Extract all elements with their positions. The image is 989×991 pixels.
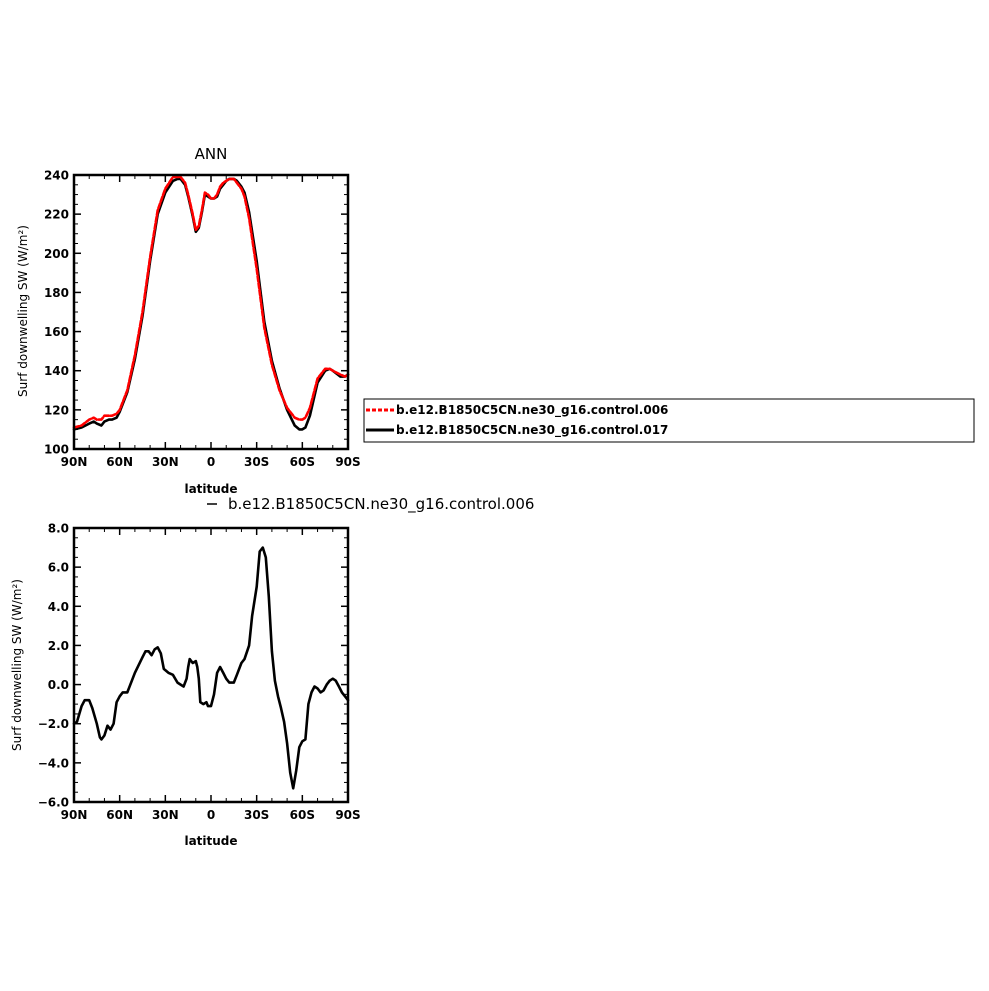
legend-label-017: b.e12.B1850C5CN.ne30_g16.control.017 (396, 423, 668, 438)
bottom-x-tick-label: 60S (290, 808, 315, 822)
top-y-tick-label: 200 (44, 247, 69, 261)
top-y-tick-label: 100 (44, 443, 69, 457)
top-x-tick-label: 90S (335, 455, 360, 469)
bottom-y-tick-label: 0.0 (48, 678, 69, 692)
top-x-tick-label: 60N (106, 455, 133, 469)
top-x-tick-label: 60S (290, 455, 315, 469)
top-series-group (72, 175, 350, 431)
bottom-y-tick-label: 6.0 (48, 561, 69, 575)
bottom-x-tick-label: 0 (207, 808, 215, 822)
bottom-x-tick-label: 90S (335, 808, 360, 822)
top-panel-title: ANN (195, 145, 228, 163)
top-x-tick-label: 90N (61, 455, 88, 469)
top-plot-frame (72, 173, 350, 451)
top-x-tick-label: 0 (207, 455, 215, 469)
top-y-tick-label: 180 (44, 286, 69, 300)
bottom-x-axis-label: latitude (184, 834, 237, 848)
top-x-tick-label: 30N (152, 455, 179, 469)
bottom-series-line-0 (72, 546, 350, 790)
bottom-y-tick-label: −6.0 (38, 796, 69, 810)
bottom-y-tick-label: 4.0 (48, 600, 69, 614)
top-y-tick-label: 140 (44, 364, 69, 378)
bottom-panel-title: b.e12.B1850C5CN.ne30_g16.control.006 (228, 495, 534, 514)
legend-box (363, 398, 975, 443)
bottom-x-tick-label: 90N (61, 808, 88, 822)
top-panel: ANN Surf downwelling SW (W/m²) latitude … (16, 145, 361, 496)
bottom-x-tick-label: 30N (152, 808, 179, 822)
top-y-tick-label: 160 (44, 325, 69, 339)
bottom-y-tick-label: 8.0 (48, 522, 69, 536)
top-series-line-1 (72, 177, 350, 431)
bottom-panel: b.e12.B1850C5CN.ne30_g16.control.006 Sur… (10, 495, 534, 848)
top-x-axis-label: latitude (184, 482, 237, 496)
bottom-x-tick-label: 60N (106, 808, 133, 822)
legend-label-006: b.e12.B1850C5CN.ne30_g16.control.006 (396, 403, 668, 418)
legend: b.e12.B1850C5CN.ne30_g16.control.006 b.e… (363, 398, 975, 443)
top-y-tick-label: 120 (44, 403, 69, 417)
bottom-y-tick-label: −2.0 (38, 717, 69, 731)
bottom-y-axis-label: Surf downwelling SW (W/m²) (10, 579, 24, 751)
top-series-line-0 (72, 175, 350, 429)
top-x-tick-label: 30S (244, 455, 269, 469)
top-y-tick-label: 240 (44, 169, 69, 183)
bottom-y-tick-label: −4.0 (38, 756, 69, 770)
bottom-y-tick-label: 2.0 (48, 639, 69, 653)
bottom-series-group (72, 546, 350, 790)
top-y-tick-label: 220 (44, 208, 69, 222)
bottom-x-tick-label: 30S (244, 808, 269, 822)
bottom-plot-frame (72, 526, 350, 804)
top-y-axis-label: Surf downwelling SW (W/m²) (16, 225, 30, 397)
